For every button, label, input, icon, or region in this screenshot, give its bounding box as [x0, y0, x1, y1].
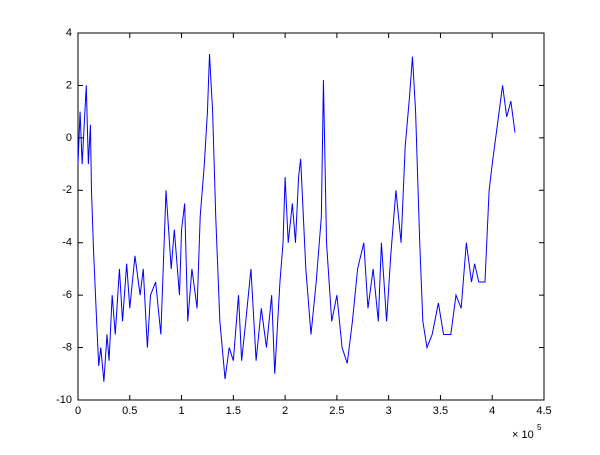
y-tick-label: -4 [62, 237, 72, 249]
x-tick-label: 3.5 [433, 405, 448, 417]
y-tick-label: -2 [62, 184, 72, 196]
x-tick-label: 0 [75, 405, 81, 417]
x-tick-label: 3 [386, 405, 392, 417]
data-line [77, 53, 516, 382]
x-tick-label: 4.5 [536, 405, 551, 417]
y-tick-label: -6 [62, 289, 72, 301]
x-tick-label: 2 [282, 405, 288, 417]
y-tick-label: -8 [62, 341, 72, 353]
y-tick-label: 0 [66, 132, 72, 144]
x-tick-label: 2.5 [329, 405, 344, 417]
y-tick-label: -10 [56, 394, 72, 406]
x-exponent: 5 [537, 423, 542, 432]
plot-box [77, 32, 545, 401]
x-tick-label: 0.5 [122, 405, 137, 417]
y-tick-label: 4 [66, 27, 72, 39]
x-multiplier: × 10 [512, 429, 534, 441]
y-tick-label: 2 [66, 79, 72, 91]
x-tick-label: 1 [178, 405, 184, 417]
x-tick-label: 4 [489, 405, 495, 417]
x-tick-label: 1.5 [226, 405, 241, 417]
